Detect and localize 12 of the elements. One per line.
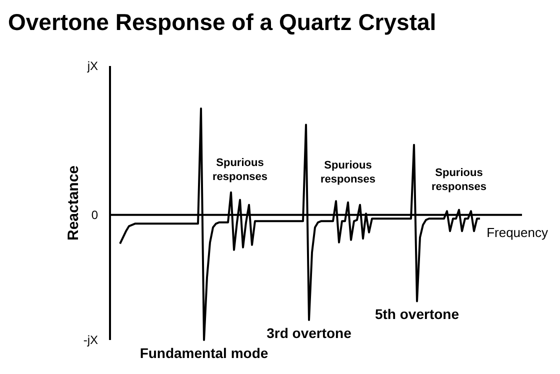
chart-title: Overtone Response of a Quartz Crystal <box>8 9 436 35</box>
text: jX <box>86 59 98 74</box>
x-axis-title: Frequency <box>486 224 548 240</box>
annotation: 5th overtone <box>374 306 460 322</box>
annotation: Spurious responses <box>431 166 487 193</box>
text: 0 <box>91 208 98 222</box>
annotation: Fundamental mode <box>140 345 268 361</box>
annotation: Spurious responses <box>320 159 376 186</box>
annotation: Spurious responses <box>212 156 268 183</box>
text: -jX <box>83 333 98 348</box>
annotation: 3rd overtone <box>266 324 352 341</box>
y-axis-title: Reactance <box>65 165 82 241</box>
